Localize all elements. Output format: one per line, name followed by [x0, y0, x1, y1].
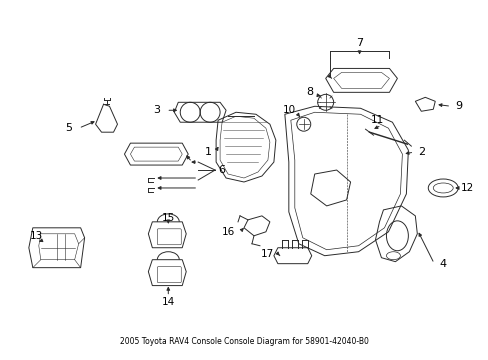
Text: 11: 11	[370, 115, 384, 125]
Text: 2: 2	[417, 147, 424, 157]
Text: 17: 17	[261, 249, 274, 259]
Text: 8: 8	[305, 87, 313, 97]
Text: 14: 14	[162, 297, 175, 306]
Text: 13: 13	[30, 231, 43, 241]
Text: 7: 7	[355, 37, 363, 48]
Text: 3: 3	[153, 105, 160, 115]
Text: 4: 4	[439, 259, 446, 269]
Text: 10: 10	[283, 105, 296, 115]
Text: 2005 Toyota RAV4 Console Console Diagram for 58901-42040-B0: 2005 Toyota RAV4 Console Console Diagram…	[120, 337, 367, 346]
Text: 6: 6	[218, 165, 225, 175]
Text: 12: 12	[460, 183, 473, 193]
Text: 5: 5	[65, 123, 72, 133]
Text: 15: 15	[162, 213, 175, 223]
Text: 1: 1	[204, 147, 211, 157]
Text: 16: 16	[221, 227, 234, 237]
Text: 9: 9	[455, 101, 462, 111]
